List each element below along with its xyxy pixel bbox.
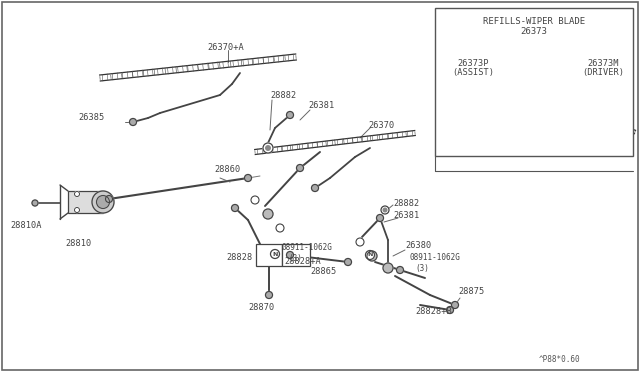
- Text: 28810A: 28810A: [10, 221, 42, 230]
- Circle shape: [263, 143, 273, 153]
- Circle shape: [383, 263, 393, 273]
- Bar: [68, 191, 103, 213]
- Circle shape: [287, 112, 294, 119]
- Ellipse shape: [97, 196, 109, 208]
- Circle shape: [244, 174, 252, 182]
- Circle shape: [251, 196, 259, 204]
- Circle shape: [451, 301, 458, 308]
- Text: 28865: 28865: [310, 267, 336, 276]
- Circle shape: [344, 259, 351, 266]
- Text: (DRIVER): (DRIVER): [582, 68, 624, 77]
- Text: 26373M: 26373M: [588, 58, 619, 67]
- Bar: [435, 8, 633, 156]
- Text: N: N: [367, 253, 372, 257]
- Circle shape: [271, 250, 280, 259]
- Circle shape: [266, 146, 270, 150]
- Text: 26373P: 26373P: [457, 58, 489, 67]
- Text: (3): (3): [288, 253, 302, 263]
- Circle shape: [263, 209, 273, 219]
- Text: N: N: [272, 251, 278, 257]
- Text: (ASSIST): (ASSIST): [452, 68, 494, 77]
- Bar: [282, 244, 310, 266]
- Circle shape: [376, 215, 383, 221]
- Circle shape: [381, 206, 389, 214]
- Text: 28828+A: 28828+A: [284, 257, 321, 266]
- Circle shape: [356, 238, 364, 246]
- Circle shape: [32, 200, 38, 206]
- Circle shape: [276, 224, 284, 232]
- Ellipse shape: [92, 191, 114, 213]
- Circle shape: [312, 185, 319, 192]
- Circle shape: [129, 119, 136, 125]
- Circle shape: [365, 250, 374, 260]
- Text: 26381: 26381: [393, 212, 419, 221]
- Text: 28828+B: 28828+B: [415, 308, 452, 317]
- Text: 28870: 28870: [248, 304, 275, 312]
- Circle shape: [447, 307, 454, 314]
- Text: 08911-1062G: 08911-1062G: [410, 253, 461, 263]
- Circle shape: [232, 205, 239, 212]
- Text: (3): (3): [415, 263, 429, 273]
- Circle shape: [397, 266, 403, 273]
- Bar: [256, 244, 282, 266]
- Circle shape: [367, 251, 377, 261]
- Text: 08911-1062G: 08911-1062G: [282, 244, 333, 253]
- Circle shape: [74, 208, 79, 212]
- Circle shape: [383, 208, 387, 212]
- Text: 26385: 26385: [78, 112, 104, 122]
- Circle shape: [74, 192, 79, 196]
- Text: 26370: 26370: [368, 121, 394, 129]
- Text: 28875: 28875: [458, 288, 484, 296]
- Text: REFILLS-WIPER BLADE: REFILLS-WIPER BLADE: [483, 16, 585, 26]
- Text: 26381: 26381: [308, 102, 334, 110]
- Circle shape: [266, 292, 273, 298]
- Text: 28882: 28882: [393, 199, 419, 208]
- Text: 28828: 28828: [226, 253, 252, 263]
- Circle shape: [287, 251, 294, 259]
- Text: 28810: 28810: [65, 238, 92, 247]
- Circle shape: [296, 164, 303, 171]
- Text: 26370+A: 26370+A: [207, 42, 244, 51]
- Text: 26380: 26380: [405, 241, 431, 250]
- Text: ^P88*0.60: ^P88*0.60: [538, 355, 580, 364]
- Circle shape: [106, 196, 113, 202]
- Text: 28860: 28860: [214, 166, 240, 174]
- Text: 28882: 28882: [270, 92, 296, 100]
- Text: 26373: 26373: [520, 28, 547, 36]
